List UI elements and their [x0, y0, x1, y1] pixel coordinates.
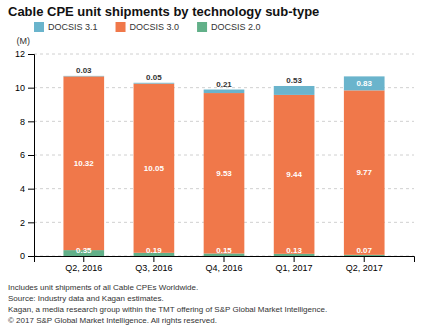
x-axis: Q2, 2016 Q3, 2016 Q4, 2016 Q1, 2017 Q2, 2017 [35, 256, 415, 273]
data-label: 9.53 [216, 169, 232, 178]
y-tick: 12 [15, 49, 34, 59]
y-tick-label: 6 [20, 150, 25, 160]
data-label: 0.13 [286, 246, 302, 255]
y-tick: 4 [20, 184, 34, 194]
legend-swatch [116, 22, 126, 32]
y-axis-line [28, 55, 35, 257]
data-label: 10.05 [144, 164, 165, 173]
y-axis: 0 2 4 6 8 10 12 [15, 49, 35, 261]
footnote: Includes unit shipments of all Cable CPE… [8, 283, 198, 292]
y-tick-mark [28, 256, 34, 257]
y-tick-label: 4 [20, 184, 25, 194]
footnote: Source: Industry data and Kagan estimate… [8, 294, 164, 303]
y-tick-label: 12 [15, 49, 25, 59]
grid-line [34, 54, 414, 55]
x-tick-mark [83, 256, 84, 262]
legend-item: DOCSIS 3.0 [116, 22, 180, 32]
bar-segment [134, 82, 175, 84]
data-label: 0.35 [76, 246, 92, 255]
x-tick-label: Q2, 2017 [346, 263, 383, 273]
plot: 0.35 0.19 0.15 0.13 0.07 10.32 10.05 9.53 9.44 9.… [15, 49, 415, 273]
x-tick: Q3, 2016 [135, 256, 172, 273]
bar-series [63, 76, 384, 95]
y-tick: 10 [15, 83, 34, 93]
legend-label: DOCSIS 3.0 [130, 22, 180, 32]
y-tick: 0 [20, 251, 34, 261]
bar-segment [204, 93, 245, 253]
legend-label: DOCSIS 2.0 [211, 22, 261, 32]
footnote: Kagan, a media research group within the… [8, 305, 327, 314]
y-tick-mark [28, 222, 34, 223]
legend-item: DOCSIS 3.1 [34, 22, 98, 32]
legend-item: DOCSIS 2.0 [197, 22, 261, 32]
bar-segment [344, 76, 385, 90]
y-tick: 8 [20, 117, 34, 127]
y-tick-mark [28, 88, 34, 89]
legend: DOCSIS 3.1 DOCSIS 3.0 DOCSIS 2.0 [34, 22, 261, 32]
data-labels: 0.35 0.19 0.15 0.13 0.07 10.32 10.05 9.53 9.44 9.… [74, 66, 373, 255]
x-tick: Q1, 2017 [276, 256, 313, 273]
chart: Cable CPE unit shipments by technology s… [0, 0, 424, 334]
y-tick-mark [28, 189, 34, 190]
x-tick-label: Q1, 2017 [276, 263, 313, 273]
data-label: 0.15 [216, 246, 232, 255]
data-label: 0.53 [286, 76, 302, 85]
title: Cable CPE unit shipments by technology s… [8, 4, 319, 19]
bar-series [63, 76, 384, 254]
data-label: 0.05 [146, 73, 162, 82]
y-axis-title: (M) [17, 36, 31, 46]
data-label: 0.21 [216, 80, 232, 89]
data-label: 9.44 [286, 170, 302, 179]
bar-segment [63, 76, 104, 250]
x-tick: Q2, 2017 [346, 256, 383, 273]
data-label: 0.03 [76, 66, 92, 75]
y-tick-label: 8 [20, 117, 25, 127]
legend-swatch [197, 22, 207, 32]
bar-segment [204, 90, 245, 94]
legend-swatch [34, 22, 44, 32]
x-tick: Q2, 2016 [65, 256, 102, 273]
x-axis-line [35, 257, 415, 263]
y-tick-label: 0 [20, 251, 25, 261]
bar-segment [274, 95, 315, 254]
y-tick-label: 10 [15, 83, 25, 93]
y-tick-mark [28, 121, 34, 122]
x-tick-label: Q2, 2016 [65, 263, 102, 273]
bar-segment [274, 86, 315, 95]
y-tick: 2 [20, 218, 34, 228]
y-tick-label: 2 [20, 218, 25, 228]
data-label: 9.77 [356, 168, 372, 177]
legend-label: DOCSIS 3.1 [48, 22, 98, 32]
footnote: © 2017 S&P Global Market Intelligence. A… [8, 316, 217, 325]
x-tick-mark [294, 256, 295, 262]
x-tick-label: Q4, 2016 [205, 263, 242, 273]
y-tick-mark [28, 54, 34, 55]
grid [34, 54, 414, 256]
x-tick-mark [364, 256, 365, 262]
x-tick-mark [224, 256, 225, 262]
bar-segment [63, 75, 104, 77]
bar-segment [344, 90, 385, 254]
x-tick-label: Q3, 2016 [135, 263, 172, 273]
data-label: 0.19 [146, 246, 162, 255]
x-tick-mark [153, 256, 154, 262]
y-tick: 6 [20, 150, 34, 160]
data-label: 0.83 [356, 79, 372, 88]
bar-segment [134, 84, 175, 253]
data-label: 0.07 [356, 246, 372, 255]
footnotes: Includes unit shipments of all Cable CPE… [8, 283, 327, 325]
x-tick: Q4, 2016 [205, 256, 242, 273]
bars [63, 76, 384, 256]
y-tick-mark [28, 155, 34, 156]
data-label: 10.32 [74, 159, 95, 168]
